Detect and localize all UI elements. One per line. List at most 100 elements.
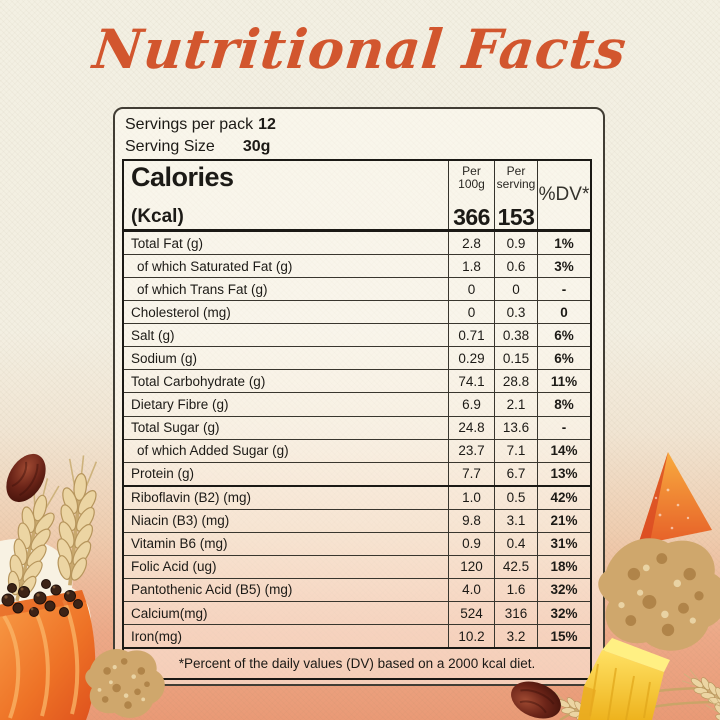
row-per-100g-value: 6.9 bbox=[448, 393, 494, 416]
row-dv-value: 15% bbox=[537, 625, 590, 648]
table-row: Total Sugar (g) 24.8 13.6 - bbox=[124, 415, 590, 439]
table-rows: Total Fat (g) 2.8 0.9 1% of which Satura… bbox=[124, 232, 590, 648]
row-per-serving-value: 6.7 bbox=[494, 462, 537, 485]
row-label: Calcium(mg) bbox=[131, 605, 208, 621]
dried-mango-image bbox=[638, 452, 712, 545]
calories-per-100g-value: 366 bbox=[453, 204, 490, 231]
serving-size: Serving Size 30g bbox=[125, 136, 593, 158]
row-per-100g-value: 24.8 bbox=[448, 416, 494, 439]
table-row: Sodium (g) 0.29 0.15 6% bbox=[124, 346, 590, 370]
row-per-serving-value: 0.9 bbox=[494, 232, 537, 255]
table-row: Total Carbohydrate (g) 74.1 28.8 11% bbox=[124, 369, 590, 393]
row-per-serving-value: 0.3 bbox=[494, 301, 537, 324]
calories-label: Calories bbox=[131, 162, 234, 192]
row-dv-value: 31% bbox=[537, 532, 590, 555]
table-row: Calcium(mg) 524 316 32% bbox=[124, 601, 590, 625]
table-row: Vitamin B6 (mg) 0.9 0.4 31% bbox=[124, 531, 590, 555]
table-row: Niacin (B3) (mg) 9.8 3.1 21% bbox=[124, 508, 590, 532]
row-label: Dietary Fibre (g) bbox=[131, 396, 229, 412]
row-dv-value: 21% bbox=[537, 509, 590, 532]
row-per-100g-value: 120 bbox=[448, 555, 494, 578]
row-dv-value: - bbox=[537, 416, 590, 439]
row-per-serving-value: 0.15 bbox=[494, 347, 537, 370]
row-dv-value: 6% bbox=[537, 324, 590, 347]
row-per-100g-value: 7.7 bbox=[448, 462, 494, 485]
row-per-serving-value: 28.8 bbox=[494, 370, 537, 393]
row-label: Sodium (g) bbox=[131, 350, 198, 366]
servings-label: Servings per pack bbox=[125, 116, 254, 133]
row-dv-value: 42% bbox=[537, 486, 590, 509]
row-dv-value: 14% bbox=[537, 439, 590, 462]
row-per-100g-value: 2.8 bbox=[448, 232, 494, 255]
row-per-100g-value: 524 bbox=[448, 602, 494, 625]
row-label: Salt (g) bbox=[131, 327, 175, 343]
table-row: Iron(mg) 10.2 3.2 15% bbox=[124, 624, 590, 648]
row-label: of which Added Sugar (g) bbox=[137, 443, 289, 459]
row-per-serving-value: 0 bbox=[494, 278, 537, 301]
row-per-serving-value: 3.2 bbox=[494, 625, 537, 648]
wheat-image bbox=[0, 451, 106, 720]
calories-unit: (Kcal) bbox=[131, 205, 184, 227]
row-per-100g-value: 9.8 bbox=[448, 509, 494, 532]
row-label: Vitamin B6 (mg) bbox=[131, 536, 228, 552]
row-per-100g-value: 0.9 bbox=[448, 532, 494, 555]
row-label: Protein (g) bbox=[131, 466, 195, 482]
serving-size-value: 30g bbox=[242, 138, 271, 155]
row-label: Riboflavin (B2) (mg) bbox=[131, 490, 252, 506]
row-dv-value: 8% bbox=[537, 393, 590, 416]
row-per-serving-value: 7.1 bbox=[494, 439, 537, 462]
page-title: Nutritional Facts bbox=[90, 17, 630, 81]
calories-per-serving-value: 153 bbox=[497, 204, 535, 231]
footnote: *Percent of the daily values (DV) based … bbox=[124, 647, 590, 678]
table-row: Riboflavin (B2) (mg) 1.0 0.5 42% bbox=[124, 484, 590, 509]
row-per-serving-value: 316 bbox=[494, 602, 537, 625]
row-label: Folic Acid (ug) bbox=[131, 559, 217, 575]
row-dv-value: 32% bbox=[537, 578, 590, 601]
row-per-100g-value: 1.0 bbox=[448, 486, 494, 509]
row-dv-value: 1% bbox=[537, 232, 590, 255]
row-dv-value: - bbox=[537, 278, 590, 301]
milk-splash-image bbox=[0, 538, 91, 709]
row-dv-value: 18% bbox=[537, 555, 590, 578]
row-per-serving-value: 0.4 bbox=[494, 532, 537, 555]
row-per-100g-value: 0 bbox=[448, 278, 494, 301]
row-dv-value: 11% bbox=[537, 370, 590, 393]
table-row: of which Saturated Fat (g) 1.8 0.6 3% bbox=[124, 254, 590, 278]
row-per-100g-value: 23.7 bbox=[448, 439, 494, 462]
table-row: of which Added Sugar (g) 23.7 7.1 14% bbox=[124, 438, 590, 462]
row-per-serving-value: 0.6 bbox=[494, 255, 537, 278]
row-per-100g-value: 74.1 bbox=[448, 370, 494, 393]
row-dv-value: 0 bbox=[537, 301, 590, 324]
servings-value: 12 bbox=[258, 116, 276, 133]
row-label: Cholesterol (mg) bbox=[131, 304, 231, 320]
table-row: Total Fat (g) 2.8 0.9 1% bbox=[124, 232, 590, 255]
serving-size-label: Serving Size bbox=[125, 138, 215, 155]
row-per-serving-value: 2.1 bbox=[494, 393, 537, 416]
calories-header: Calories (Kcal) bbox=[124, 161, 448, 229]
row-label: Niacin (B3) (mg) bbox=[131, 513, 230, 529]
row-label: of which Saturated Fat (g) bbox=[137, 258, 293, 274]
row-dv-value: 6% bbox=[537, 347, 590, 370]
table-row: Salt (g) 0.71 0.38 6% bbox=[124, 323, 590, 347]
row-per-100g-value: 0 bbox=[448, 301, 494, 324]
table-row: Cholesterol (mg) 0 0.3 0 bbox=[124, 300, 590, 324]
per-100g-header: Per 100g 366 bbox=[448, 161, 494, 229]
serving-info: Servings per pack 12 Serving Size 30g bbox=[125, 114, 593, 158]
table-header: Calories (Kcal) Per 100g 366 Per serving 1… bbox=[124, 161, 590, 232]
row-label: of which Trans Fat (g) bbox=[137, 281, 268, 297]
row-per-serving-value: 0.5 bbox=[494, 486, 537, 509]
row-per-serving-value: 42.5 bbox=[494, 555, 537, 578]
row-per-serving-value: 0.38 bbox=[494, 324, 537, 347]
row-label: Total Carbohydrate (g) bbox=[131, 373, 266, 389]
row-label: Iron(mg) bbox=[131, 628, 183, 644]
per-serving-header: Per serving 153 bbox=[494, 161, 537, 229]
row-per-100g-value: 10.2 bbox=[448, 625, 494, 648]
raisin-image bbox=[0, 445, 55, 511]
row-dv-value: 3% bbox=[537, 255, 590, 278]
row-per-100g-value: 0.29 bbox=[448, 347, 494, 370]
table-row: Dietary Fibre (g) 6.9 2.1 8% bbox=[124, 392, 590, 416]
row-per-100g-value: 0.71 bbox=[448, 324, 494, 347]
row-per-serving-value: 13.6 bbox=[494, 416, 537, 439]
nutrition-panel: Servings per pack 12 Serving Size 30g Calo… bbox=[113, 107, 605, 686]
